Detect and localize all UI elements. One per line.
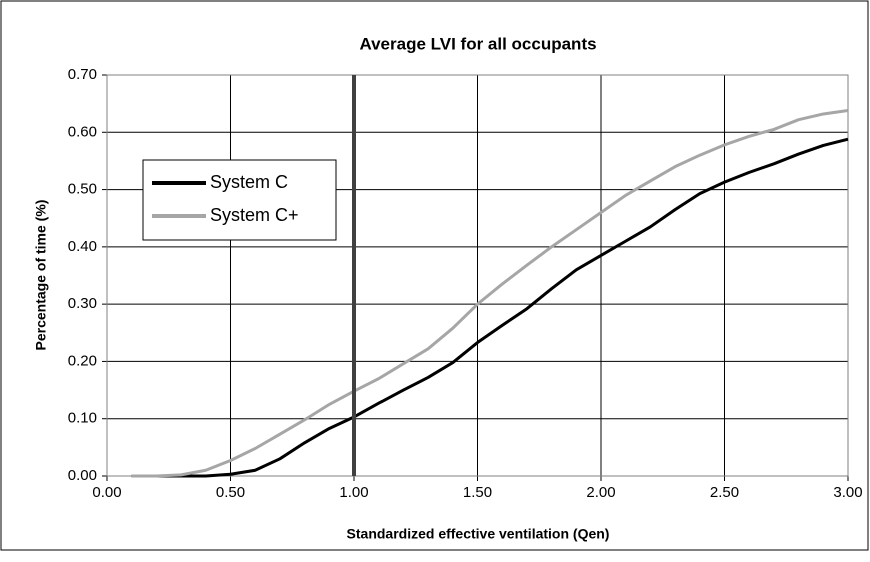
x-tick-label: 0.50: [216, 484, 245, 501]
legend-label: System C+: [210, 205, 299, 225]
x-tick-label: 2.00: [586, 484, 615, 501]
x-tick-label: 1.50: [463, 484, 492, 501]
x-tick-label: 1.00: [339, 484, 368, 501]
legend-label: System C: [210, 172, 288, 192]
chart-title: Average LVI for all occupants: [359, 34, 596, 53]
y-tick-label: 0.70: [68, 66, 97, 83]
x-tick-label: 2.50: [710, 484, 739, 501]
y-tick-label: 0.50: [68, 181, 97, 198]
line-series: [131, 137, 849, 478]
y-tick-label: 0.00: [68, 467, 97, 484]
x-tick-label: 0.00: [92, 484, 121, 501]
y-tick-label: 0.40: [68, 238, 97, 255]
x-tick-label: 3.00: [833, 484, 862, 501]
x-axis-label: Standardized effective ventilation (Qen): [347, 526, 610, 542]
y-tick-label: 0.60: [68, 123, 97, 140]
line-series: [131, 109, 849, 478]
y-tick-label: 0.10: [68, 410, 97, 427]
chart-frame: [0, 0, 869, 551]
y-tick-label: 0.30: [68, 295, 97, 312]
legend-box: [142, 159, 337, 241]
plot-area: [106, 74, 849, 477]
y-tick-label: 0.20: [68, 352, 97, 369]
y-axis-label: Percentage of time (%): [33, 200, 49, 351]
